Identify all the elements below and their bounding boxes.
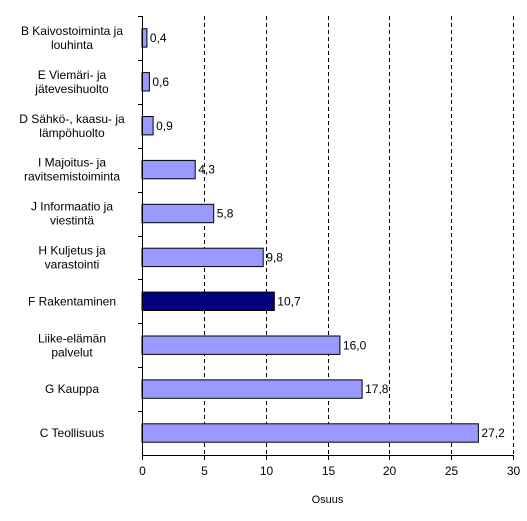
bar — [141, 335, 341, 355]
bar — [141, 291, 275, 312]
x-axis-title: Osuus — [312, 494, 344, 506]
data-label: 10,7 — [277, 294, 301, 308]
category-labels: B Kaivostoiminta ja louhinta E Viemäri- ja… — [19, 24, 125, 440]
data-labels: 0,4 0,6 0,9 4,3 5,8 9,8 10,7 16,0 17,8 27,2 — [150, 31, 505, 440]
data-label: 0,4 — [150, 31, 167, 45]
x-tick-label: 5 — [201, 464, 208, 478]
bar — [141, 247, 264, 268]
category-label: B Kaivostoiminta ja louhinta — [21, 24, 123, 52]
category-label: D Sähkö-, kaasu- ja lämpöhuolto — [19, 112, 125, 140]
data-label: 5,8 — [217, 207, 234, 221]
bar — [141, 159, 196, 180]
bar — [141, 423, 479, 443]
category-label: C Teollisuus — [40, 426, 104, 440]
x-tick-label: 10 — [260, 464, 274, 478]
category-label: I Majoitus- ja ravitsemistoiminta — [24, 156, 120, 184]
data-label: 27,2 — [481, 426, 505, 440]
category-label: Liike-elämän palvelut — [38, 331, 106, 359]
axes: 0 5 10 15 20 25 30 — [138, 16, 520, 478]
data-label: 0,6 — [152, 75, 169, 89]
x-tick-label: 15 — [322, 464, 336, 478]
category-label: F Rakentaminen — [28, 294, 116, 308]
category-label: G Kauppa — [45, 382, 99, 396]
bar — [141, 203, 215, 224]
x-tick-label: 20 — [383, 464, 397, 478]
data-label: 0,9 — [156, 119, 173, 133]
x-tick-label: 0 — [139, 464, 146, 478]
bars — [141, 28, 479, 443]
category-label: H Kuljetus ja varastointi — [38, 243, 106, 271]
data-label: 16,0 — [343, 338, 367, 352]
bar — [141, 116, 154, 136]
bar — [141, 379, 363, 399]
category-label: J Informaatio ja viestintä — [31, 200, 113, 228]
x-tick-label: 30 — [507, 464, 521, 478]
bar — [141, 72, 150, 92]
data-label: 4,3 — [198, 163, 215, 177]
x-tick-label: 25 — [445, 464, 459, 478]
data-label: 9,8 — [266, 250, 283, 264]
data-label: 17,8 — [365, 382, 389, 396]
category-label: E Viemäri- ja jätevesihuolto — [34, 68, 109, 96]
